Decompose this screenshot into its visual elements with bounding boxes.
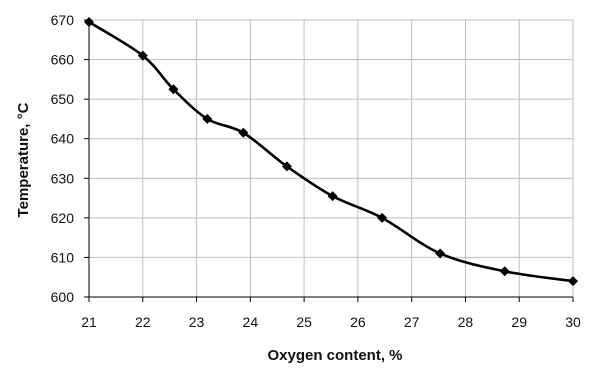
data-point-marker — [202, 113, 213, 124]
y-axis-title: Temperature, °C — [15, 102, 32, 217]
data-point-marker — [168, 84, 179, 95]
y-tick-label: 620 — [51, 210, 75, 226]
data-point-marker — [281, 161, 292, 172]
x-tick-label: 23 — [189, 314, 205, 330]
data-point-marker — [499, 266, 510, 277]
x-axis-title: Oxygen content, % — [267, 347, 402, 364]
axes — [84, 19, 574, 302]
x-tick-label: 22 — [135, 314, 151, 330]
data-point-marker — [377, 212, 388, 223]
series-line — [87, 20, 575, 283]
x-tick-label: 30 — [565, 314, 581, 330]
x-tick-label: 21 — [81, 314, 97, 330]
y-tick-label: 630 — [51, 170, 75, 186]
x-tick-label: 27 — [404, 314, 420, 330]
y-tick-label: 640 — [51, 131, 75, 147]
data-point-marker — [568, 276, 578, 287]
x-tick-label: 25 — [296, 314, 312, 330]
data-markers — [84, 16, 578, 287]
y-tick-label: 600 — [51, 289, 75, 305]
x-tick-label: 24 — [243, 314, 259, 330]
y-tick-label: 610 — [51, 249, 75, 265]
x-tick-label: 26 — [350, 314, 366, 330]
data-point-marker — [84, 16, 94, 27]
y-tick-label: 660 — [51, 52, 75, 68]
data-point-marker — [327, 191, 338, 202]
series — [87, 20, 575, 283]
x-tick-label: 29 — [511, 314, 527, 330]
data-point-marker — [137, 50, 148, 61]
y-tick-label: 650 — [51, 91, 75, 107]
data-point-marker — [435, 248, 446, 259]
x-tick-label: 28 — [458, 314, 474, 330]
tick-labels: 21 22 23 24 25 26 27 28 29 30 600 610 620 630 640 650 66… — [51, 12, 581, 330]
y-tick-label: 670 — [51, 12, 75, 28]
data-point-marker — [238, 127, 249, 138]
gridlines — [88, 19, 574, 298]
